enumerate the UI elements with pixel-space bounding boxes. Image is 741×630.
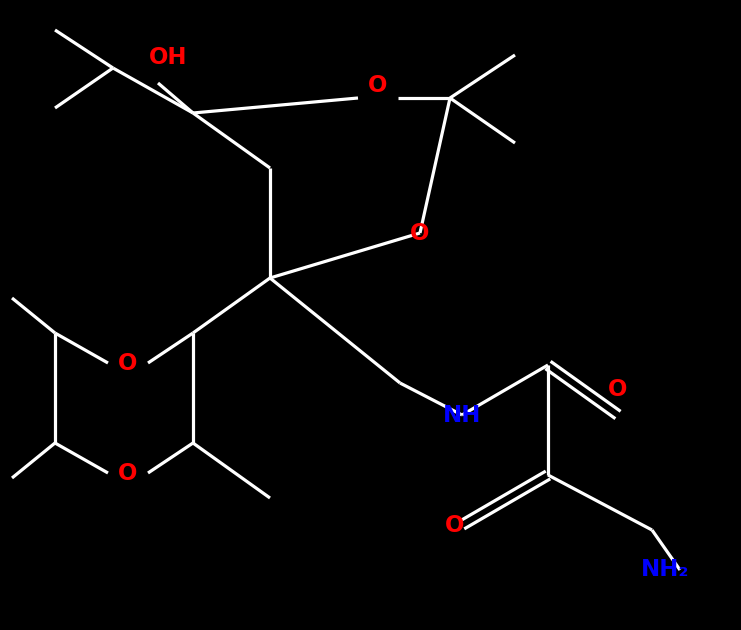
Text: NH₂: NH₂ xyxy=(641,559,689,581)
Text: OH: OH xyxy=(149,47,187,69)
Text: O: O xyxy=(411,222,430,244)
Text: O: O xyxy=(119,462,138,484)
Text: O: O xyxy=(608,379,628,401)
Text: O: O xyxy=(445,513,465,537)
Text: O: O xyxy=(368,74,388,96)
Text: NH: NH xyxy=(443,403,481,427)
Text: O: O xyxy=(119,352,138,374)
